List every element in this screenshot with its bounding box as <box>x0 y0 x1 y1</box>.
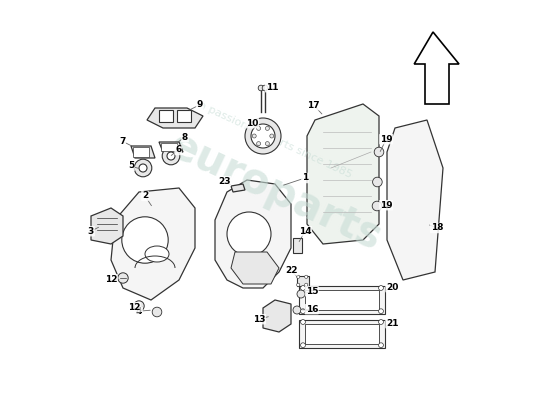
Circle shape <box>378 286 383 290</box>
Text: europarts: europarts <box>162 124 388 260</box>
Circle shape <box>296 275 300 278</box>
Text: 16: 16 <box>306 305 318 314</box>
Circle shape <box>378 320 383 324</box>
Polygon shape <box>215 180 291 288</box>
Bar <box>159 110 173 122</box>
Polygon shape <box>91 208 123 244</box>
Circle shape <box>251 124 275 148</box>
Text: 9: 9 <box>196 100 203 109</box>
Circle shape <box>301 309 305 314</box>
Circle shape <box>257 126 261 130</box>
Circle shape <box>305 283 308 286</box>
Polygon shape <box>131 146 155 158</box>
Circle shape <box>262 85 268 91</box>
Circle shape <box>266 142 270 146</box>
Polygon shape <box>414 32 459 104</box>
Circle shape <box>227 212 271 256</box>
Circle shape <box>372 177 382 187</box>
Circle shape <box>305 275 308 278</box>
Circle shape <box>257 142 261 146</box>
Circle shape <box>252 134 256 138</box>
Bar <box>133 147 149 157</box>
Circle shape <box>245 118 281 154</box>
Circle shape <box>301 343 305 348</box>
Polygon shape <box>231 252 279 284</box>
Text: 23: 23 <box>218 177 230 186</box>
Polygon shape <box>307 104 379 244</box>
Text: 3: 3 <box>88 227 94 236</box>
Circle shape <box>296 283 300 286</box>
Circle shape <box>139 164 147 172</box>
Circle shape <box>167 152 175 160</box>
Polygon shape <box>231 184 245 192</box>
Circle shape <box>270 134 274 138</box>
Ellipse shape <box>145 246 169 262</box>
Circle shape <box>122 217 168 263</box>
Circle shape <box>258 85 264 91</box>
Circle shape <box>372 201 382 211</box>
Bar <box>293 238 302 253</box>
Text: 21: 21 <box>386 319 398 328</box>
Polygon shape <box>147 108 203 128</box>
Text: 7: 7 <box>119 137 125 146</box>
Circle shape <box>378 343 383 348</box>
Text: a passion for parts since 1985: a passion for parts since 1985 <box>197 100 353 180</box>
Bar <box>299 320 385 348</box>
Polygon shape <box>387 120 443 280</box>
Text: 19: 19 <box>380 135 393 144</box>
Polygon shape <box>111 188 195 300</box>
Circle shape <box>301 286 305 290</box>
Text: 18: 18 <box>431 224 443 232</box>
Bar <box>305 290 379 310</box>
Text: 6: 6 <box>175 146 182 154</box>
Circle shape <box>162 147 180 165</box>
Text: 13: 13 <box>253 315 265 324</box>
Circle shape <box>378 309 383 314</box>
Text: 22: 22 <box>285 266 297 275</box>
Circle shape <box>374 147 384 157</box>
Circle shape <box>134 159 152 177</box>
Circle shape <box>152 307 162 317</box>
Text: 19: 19 <box>380 201 393 210</box>
Text: 15: 15 <box>306 287 318 296</box>
Text: 4: 4 <box>136 307 142 316</box>
Bar <box>161 143 177 151</box>
Text: 12: 12 <box>128 303 140 312</box>
Polygon shape <box>159 142 183 152</box>
Text: 1: 1 <box>302 174 308 182</box>
Text: 12: 12 <box>104 275 117 284</box>
Text: 11: 11 <box>266 83 278 92</box>
Circle shape <box>266 126 270 130</box>
Bar <box>177 110 191 122</box>
Circle shape <box>118 273 128 283</box>
Bar <box>297 276 309 286</box>
Circle shape <box>134 301 144 311</box>
Text: 20: 20 <box>386 283 398 292</box>
Text: 5: 5 <box>128 162 134 170</box>
Text: 14: 14 <box>299 227 311 236</box>
Text: 8: 8 <box>182 133 188 142</box>
Polygon shape <box>263 300 291 332</box>
Circle shape <box>301 320 305 324</box>
Text: 10: 10 <box>246 119 258 128</box>
Circle shape <box>293 306 301 314</box>
Circle shape <box>297 290 305 298</box>
Text: 17: 17 <box>307 101 320 110</box>
Bar <box>305 324 379 344</box>
Bar <box>299 286 385 314</box>
Text: 2: 2 <box>142 192 148 200</box>
